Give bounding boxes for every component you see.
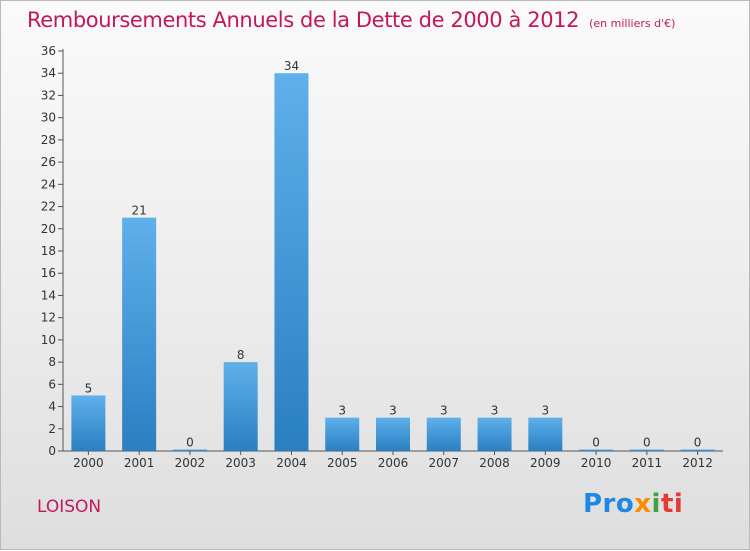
data-label: 3	[541, 404, 549, 418]
x-tick-label: 2003	[225, 456, 256, 470]
chart-subtitle: (en milliers d'€)	[589, 17, 676, 30]
bar-2001	[122, 217, 157, 451]
bar-2005	[325, 417, 360, 451]
y-tick-label: 6	[48, 377, 56, 391]
data-label: 3	[338, 404, 346, 418]
proxiti-logo: Proxiti	[583, 489, 683, 519]
x-tick-label: 2000	[73, 456, 104, 470]
x-tick-label: 2011	[632, 456, 663, 470]
data-label: 3	[389, 404, 397, 418]
bar-2003	[223, 362, 258, 451]
title-text: Remboursements Annuels de la Dette de 20…	[27, 8, 580, 32]
bar-2011	[629, 449, 664, 451]
logo-part-4: ti	[660, 489, 684, 519]
x-tick-label: 2005	[327, 456, 358, 470]
bar-2010	[579, 449, 614, 451]
logo-part-3: i	[651, 489, 661, 519]
y-tick-label: 2	[48, 422, 56, 436]
data-label: 34	[284, 59, 299, 73]
x-tick-label: 2004	[276, 456, 307, 470]
commune-name: LOISON	[37, 497, 102, 517]
y-tick-label: 12	[41, 311, 56, 325]
y-tick-label: 28	[41, 133, 56, 147]
y-tick-label: 16	[41, 266, 56, 280]
x-tick-label: 2009	[530, 456, 561, 470]
x-tick-label: 2006	[378, 456, 409, 470]
logo-part-2: x	[634, 489, 652, 519]
y-tick-label: 4	[48, 400, 56, 414]
y-tick-label: 24	[41, 177, 56, 191]
data-label: 3	[491, 404, 499, 418]
x-tick-label: 2007	[428, 456, 459, 470]
bar-2002	[172, 449, 207, 451]
y-tick-label: 8	[48, 355, 56, 369]
data-label: 21	[132, 204, 147, 218]
chart-title: Remboursements Annuels de la Dette de 20…	[27, 8, 675, 32]
bar-2000	[71, 395, 106, 451]
x-tick-label: 2012	[682, 456, 713, 470]
x-tick-label: 2001	[124, 456, 155, 470]
y-tick-label: 30	[41, 111, 56, 125]
y-tick-label: 0	[48, 444, 56, 458]
bar-2012	[680, 449, 715, 451]
x-tick-label: 2008	[479, 456, 510, 470]
data-label: 8	[237, 348, 245, 362]
x-tick-label: 2010	[581, 456, 612, 470]
data-label: 0	[186, 436, 194, 450]
logo-part-1: Pro	[583, 489, 635, 519]
y-tick-label: 36	[41, 44, 56, 58]
y-tick-label: 26	[41, 155, 56, 169]
y-tick-label: 20	[41, 222, 56, 236]
data-label: 3	[440, 404, 448, 418]
bar-2008	[477, 417, 512, 451]
data-label: 0	[694, 436, 702, 450]
data-label: 5	[85, 381, 93, 395]
bar-2004	[274, 73, 309, 451]
x-tick-label: 2002	[175, 456, 206, 470]
y-tick-label: 14	[41, 288, 56, 302]
bar-2009	[528, 417, 563, 451]
y-tick-label: 22	[41, 200, 56, 214]
bar-2007	[426, 417, 461, 451]
y-tick-label: 10	[41, 333, 56, 347]
bar-2006	[376, 417, 410, 451]
y-tick-label: 18	[41, 244, 56, 258]
y-tick-label: 34	[41, 66, 56, 80]
y-tick-label: 32	[41, 88, 56, 102]
data-label: 0	[643, 436, 651, 450]
data-label: 0	[592, 436, 600, 450]
